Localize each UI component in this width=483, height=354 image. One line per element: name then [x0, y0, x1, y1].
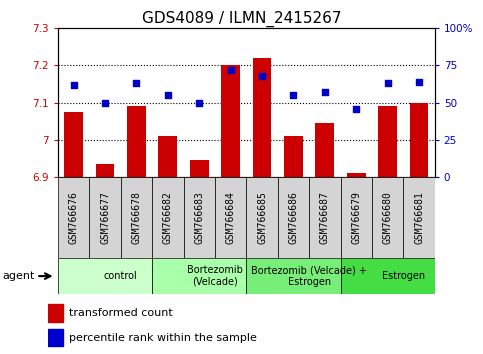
Text: GSM766681: GSM766681	[414, 191, 424, 244]
Point	[70, 82, 78, 88]
Bar	[48, 329, 63, 347]
Bar	[190, 160, 209, 177]
Bar	[246, 258, 341, 294]
Point	[258, 73, 266, 79]
Text: GDS4089 / ILMN_2415267: GDS4089 / ILMN_2415267	[142, 11, 341, 27]
Text: GSM766683: GSM766683	[194, 191, 204, 244]
Bar	[64, 112, 83, 177]
Text: Estrogen: Estrogen	[382, 271, 425, 281]
Point	[133, 80, 141, 86]
Bar	[58, 177, 89, 258]
Point	[321, 90, 328, 95]
Bar	[410, 103, 428, 177]
Bar	[58, 258, 152, 294]
Point	[415, 79, 423, 85]
Bar	[403, 177, 435, 258]
Text: GSM766677: GSM766677	[100, 191, 110, 244]
Text: control: control	[104, 271, 138, 281]
Bar	[221, 65, 240, 177]
Point	[195, 100, 203, 105]
Bar	[284, 136, 303, 177]
Text: GSM766685: GSM766685	[257, 191, 267, 244]
Bar	[48, 304, 63, 322]
Bar	[341, 258, 435, 294]
Bar	[278, 177, 309, 258]
Bar	[378, 106, 397, 177]
Bar	[96, 164, 114, 177]
Point	[290, 92, 298, 98]
Text: agent: agent	[2, 271, 35, 281]
Text: GSM766687: GSM766687	[320, 191, 330, 244]
Point	[101, 100, 109, 105]
Bar	[184, 177, 215, 258]
Text: GSM766678: GSM766678	[131, 191, 142, 244]
Text: Bortezomib
(Velcade): Bortezomib (Velcade)	[187, 265, 243, 287]
Bar	[121, 177, 152, 258]
Bar	[309, 177, 341, 258]
Text: GSM766679: GSM766679	[351, 191, 361, 244]
Bar	[341, 177, 372, 258]
Bar	[89, 177, 121, 258]
Bar	[215, 177, 246, 258]
Text: GSM766680: GSM766680	[383, 191, 393, 244]
Text: GSM766684: GSM766684	[226, 191, 236, 244]
Bar	[158, 136, 177, 177]
Point	[353, 106, 360, 112]
Point	[227, 67, 235, 73]
Text: Bortezomib (Velcade) +
Estrogen: Bortezomib (Velcade) + Estrogen	[251, 265, 367, 287]
Text: GSM766682: GSM766682	[163, 191, 173, 244]
Bar	[372, 177, 403, 258]
Bar	[246, 177, 278, 258]
Bar	[127, 106, 146, 177]
Bar	[315, 123, 334, 177]
Point	[384, 80, 392, 86]
Text: transformed count: transformed count	[69, 308, 172, 318]
Bar	[152, 258, 246, 294]
Text: GSM766686: GSM766686	[288, 191, 298, 244]
Point	[164, 92, 172, 98]
Text: GSM766676: GSM766676	[69, 191, 79, 244]
Bar	[347, 173, 366, 177]
Bar	[152, 177, 184, 258]
Bar	[253, 58, 271, 177]
Text: percentile rank within the sample: percentile rank within the sample	[69, 333, 256, 343]
